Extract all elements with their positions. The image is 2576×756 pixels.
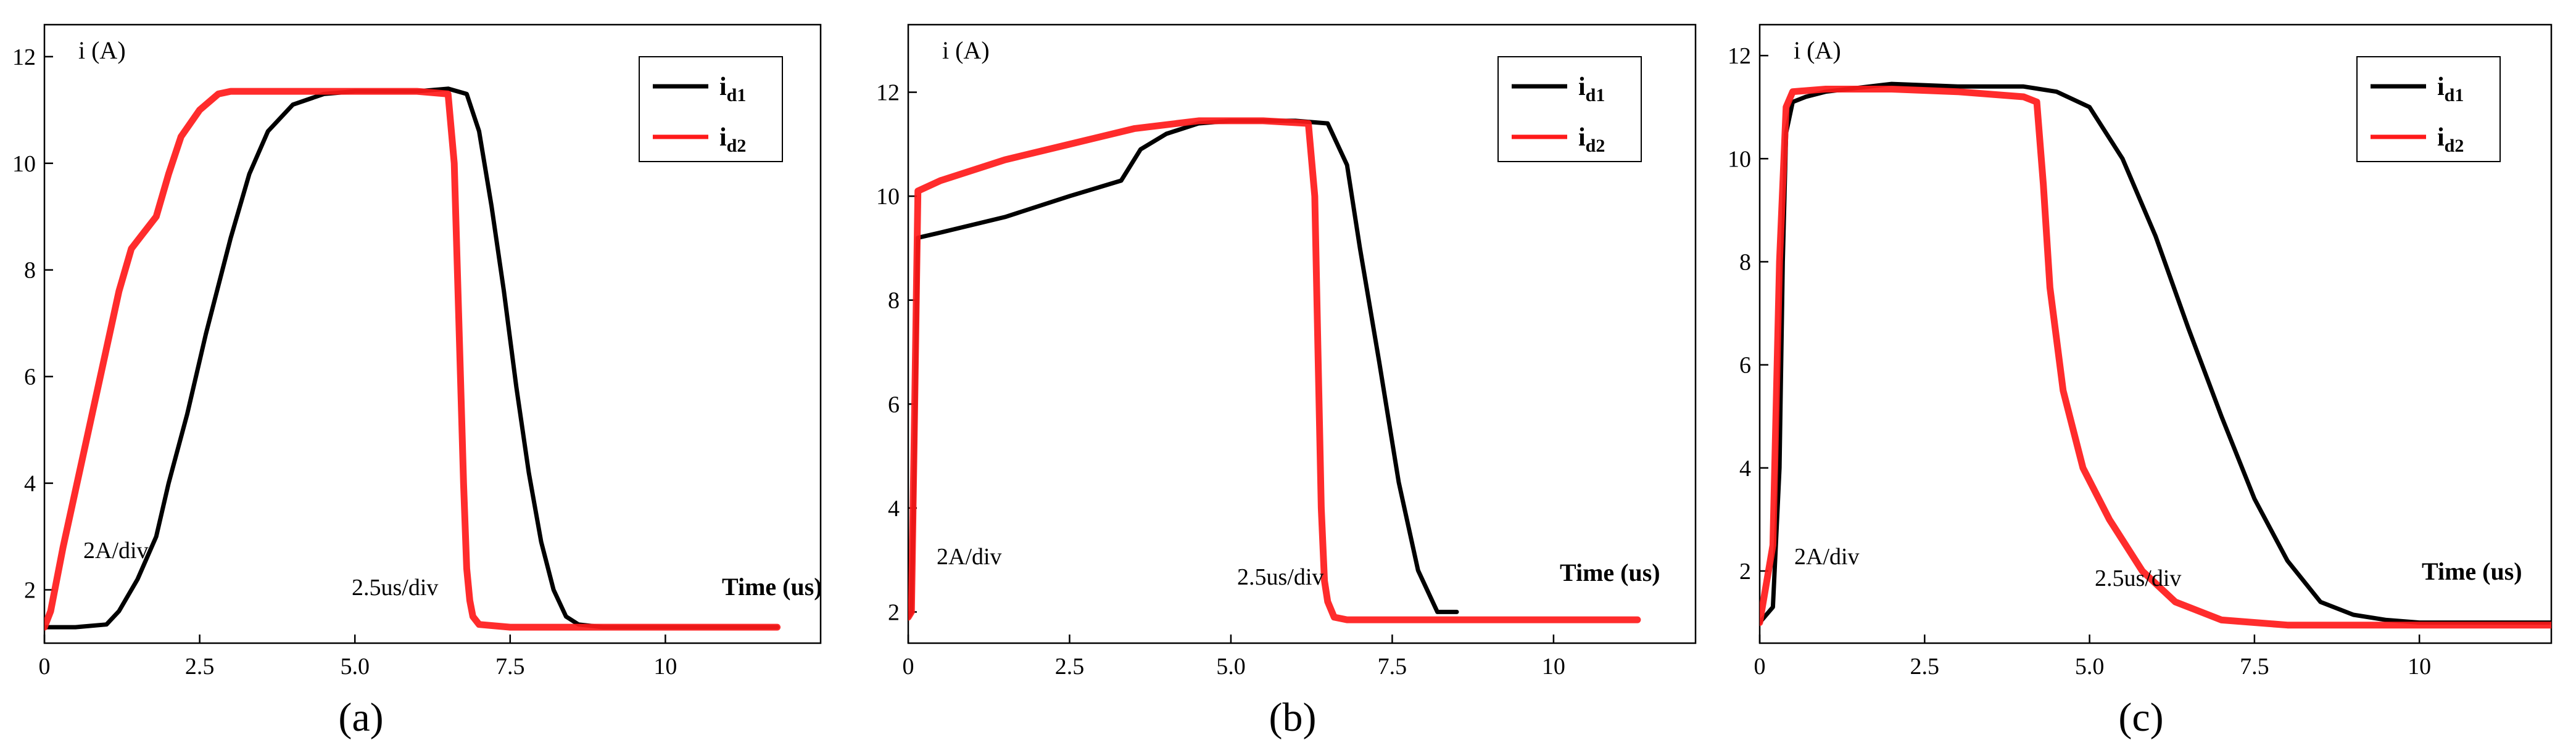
x-tick-label: 10 <box>1542 654 1565 680</box>
legend-entry-main: i <box>2437 73 2445 101</box>
series-line-id2 <box>44 88 781 631</box>
panel-label: (c) <box>2118 695 2163 740</box>
y-tick-label: 10 <box>1728 146 1751 172</box>
x-tick-label: 7.5 <box>1378 654 1407 680</box>
x-scale-annotation: 2.5us/div <box>1237 564 1323 590</box>
y-tick-label: 8 <box>1739 249 1751 275</box>
series-line-id1 <box>1760 81 2551 625</box>
y-tick-label: 10 <box>12 151 36 177</box>
legend-entry-id2: id2 <box>2437 123 2464 156</box>
y-axis-label: i (A) <box>942 36 990 64</box>
legend-entry-main: i <box>1578 123 1586 152</box>
plot-frame <box>1758 23 2553 644</box>
y-scale-annotation: 2A/div <box>937 544 1002 570</box>
x-tick-label: 7.5 <box>495 654 525 680</box>
x-tick-label: 7.5 <box>2240 654 2269 680</box>
y-tick-label: 12 <box>12 44 36 70</box>
series-line-id2 <box>1760 86 2551 629</box>
x-tick-label: 5.0 <box>1216 654 1246 680</box>
y-tick-label: 4 <box>888 496 900 522</box>
x-axis-label: Time (us) <box>2422 557 2522 585</box>
x-tick-label: 0 <box>1754 654 1766 680</box>
y-tick-label: 2 <box>24 578 36 604</box>
x-scale-annotation: 2.5us/div <box>2095 565 2181 591</box>
legend-entry-id2: id2 <box>719 123 746 156</box>
plot-frame <box>43 23 822 644</box>
chart-panel-1: 2 4 6 8 10 12 0 2.5 5.0 7.5 10 i (A) 2A/div 2.5us/div… <box>12 23 822 740</box>
y-tick-label: 12 <box>1728 43 1751 69</box>
legend-box <box>1497 56 1642 162</box>
y-tick-label: 10 <box>876 184 900 210</box>
legend-entry-subscript: d2 <box>727 136 747 156</box>
chart-panel-2: 2 4 6 8 10 12 0 2.5 5.0 7.5 10 i (A) 2A/div 2.5us/div… <box>876 23 1697 740</box>
x-axis-label: Time (us) <box>722 573 822 601</box>
y-tick-label: 12 <box>876 80 900 106</box>
legend-box <box>2356 56 2501 162</box>
legend-entry-subscript: d1 <box>727 85 747 105</box>
y-tick-label: 6 <box>24 364 36 390</box>
x-tick-label: 2.5 <box>185 654 215 680</box>
legend-entry-id2: id2 <box>1578 123 1605 156</box>
x-tick-label: 2.5 <box>1055 654 1085 680</box>
y-tick-label: 8 <box>24 258 36 284</box>
x-scale-annotation: 2.5us/div <box>352 575 438 601</box>
y-tick-label: 4 <box>1739 456 1751 482</box>
y-tick-label: 4 <box>24 471 36 497</box>
x-axis-label: Time (us) <box>1560 559 1660 586</box>
legend-box <box>639 56 783 162</box>
chart-panel-3: 2 4 6 8 10 12 0 2.5 5.0 7.5 10 i (A) 2A/div 2.5us/div… <box>1728 23 2553 740</box>
legend-entry-main: i <box>1578 73 1586 101</box>
y-axis-label: i (A) <box>1794 36 1841 64</box>
series-line-id1 <box>44 86 780 630</box>
x-tick-label: 5.0 <box>340 654 370 680</box>
y-axis-label: i (A) <box>78 36 126 64</box>
x-tick-label: 0 <box>39 654 51 680</box>
y-scale-annotation: 2A/div <box>1794 544 1860 570</box>
x-tick-label: 5.0 <box>2075 654 2105 680</box>
series-line-id2 <box>908 117 1641 623</box>
legend-entry-subscript: d1 <box>1586 85 1605 105</box>
y-tick-label: 6 <box>888 392 900 417</box>
x-tick-label: 2.5 <box>1910 654 1940 680</box>
plot-frame <box>907 23 1697 644</box>
legend-entry-subscript: d2 <box>1586 136 1605 156</box>
panel-label: (a) <box>338 695 383 740</box>
legend-entry-id1: id1 <box>2437 73 2464 105</box>
panel-label: (b) <box>1269 695 1317 740</box>
y-tick-label: 2 <box>1739 559 1751 585</box>
x-tick-label: 10 <box>2408 654 2431 680</box>
y-scale-annotation: 2A/div <box>83 538 149 564</box>
legend-entry-subscript: d2 <box>2445 136 2464 156</box>
legend-entry-main: i <box>719 123 727 152</box>
series-line-id1 <box>908 118 1459 620</box>
y-tick-label: 8 <box>888 288 900 314</box>
legend-entry-id1: id1 <box>1578 73 1605 105</box>
legend-entry-id1: id1 <box>719 73 746 105</box>
x-tick-label: 10 <box>653 654 677 680</box>
x-tick-label: 0 <box>903 654 914 680</box>
legend-entry-main: i <box>2437 123 2445 152</box>
y-tick-label: 2 <box>888 599 900 625</box>
legend-entry-main: i <box>719 73 727 101</box>
legend-entry-subscript: d1 <box>2445 85 2464 105</box>
y-tick-label: 6 <box>1739 353 1751 379</box>
